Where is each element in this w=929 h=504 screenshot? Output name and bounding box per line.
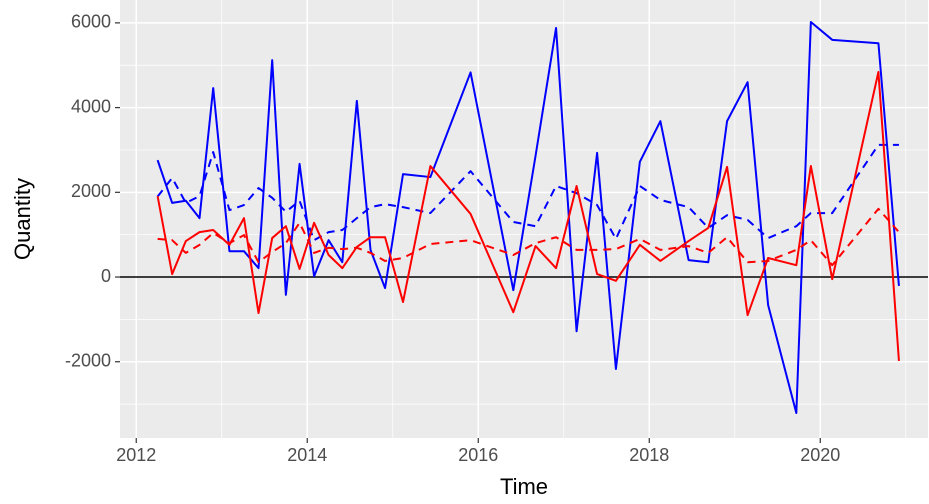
series-line: [156, 21, 900, 415]
x-axis-title: Time: [500, 474, 548, 499]
series-line: [156, 143, 899, 242]
x-tick-label: 2016: [458, 445, 498, 465]
x-tick-label: 2020: [800, 445, 840, 465]
y-tick-label: -2000: [65, 351, 111, 371]
x-tick-label: 2018: [629, 445, 669, 465]
x-tick-label: 2012: [116, 445, 156, 465]
y-tick-label: 4000: [71, 96, 111, 116]
y-tick-label: 2000: [71, 181, 111, 201]
series-line: [156, 71, 900, 361]
y-tick-label: 0: [101, 266, 111, 286]
x-tick-label: 2014: [287, 445, 327, 465]
series-line: [157, 207, 900, 267]
y-tick-label: 6000: [71, 12, 111, 32]
panel-background: [120, 0, 928, 438]
y-axis-title: Quantity: [10, 178, 35, 260]
